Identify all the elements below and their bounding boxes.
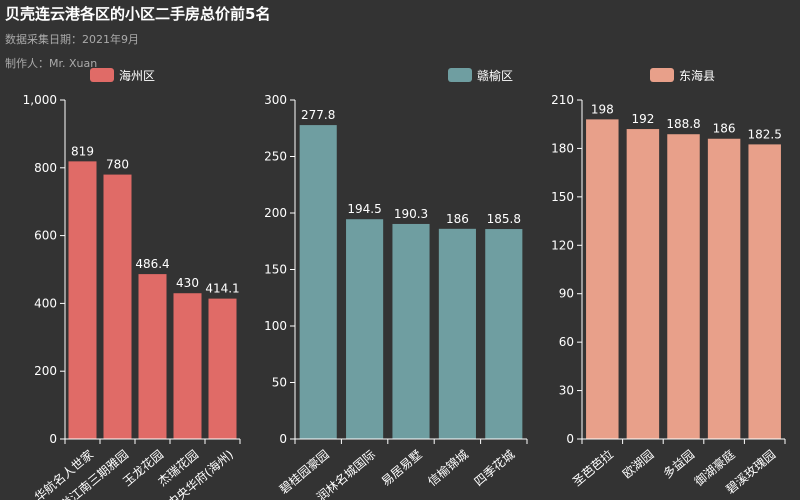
bar-0-4	[208, 298, 237, 439]
data-label-2-1: 192	[631, 112, 654, 126]
y-tick-label-2-3: 90	[559, 287, 574, 301]
y-tick-label-1-0: 0	[279, 432, 287, 446]
legend-swatch-0	[90, 68, 114, 82]
y-tick-label-0-5: 1,000	[23, 93, 57, 107]
y-tick-label-1-5: 250	[264, 150, 287, 164]
chart-subtitle: 数据采集日期：2021年9月	[5, 33, 139, 46]
bar-2-3	[707, 138, 741, 439]
data-label-1-2: 190.3	[394, 207, 428, 221]
bar-0-1	[103, 174, 132, 439]
x-tick-label-2-1: 欧湖园	[619, 447, 656, 482]
y-tick-label-2-7: 210	[551, 93, 574, 107]
bar-1-0	[299, 125, 337, 439]
data-label-1-0: 277.8	[301, 108, 335, 122]
y-tick-label-2-6: 180	[551, 141, 574, 155]
y-tick-label-1-3: 150	[264, 263, 287, 277]
data-label-2-0: 198	[591, 102, 614, 116]
data-label-1-3: 186	[446, 212, 469, 226]
data-label-0-4: 414.1	[205, 282, 239, 296]
bar-2-0	[586, 119, 619, 439]
chart-title: 贝壳连云港各区的小区二手房总价前5名	[5, 5, 271, 23]
y-tick-label-0-3: 600	[34, 229, 57, 243]
bar-2-1	[626, 129, 660, 440]
bar-1-4	[485, 229, 523, 439]
bar-0-3	[173, 293, 202, 439]
data-label-0-3: 430	[176, 276, 199, 290]
bar-1-1	[346, 219, 384, 439]
data-label-2-3: 186	[713, 122, 736, 136]
data-label-1-4: 185.8	[487, 212, 521, 226]
y-tick-label-1-4: 200	[264, 206, 287, 220]
y-tick-label-1-1: 50	[272, 376, 287, 390]
y-tick-label-2-1: 30	[559, 384, 574, 398]
x-tick-label-1-3: 信榆锦城	[425, 447, 471, 489]
chart-author: 制作人：Mr. Xuan	[5, 57, 98, 70]
y-tick-label-0-1: 200	[34, 364, 57, 378]
data-label-1-1: 194.5	[347, 202, 381, 216]
x-tick-label-2-0: 圣芭芭拉	[569, 447, 615, 489]
data-label-2-4: 182.5	[748, 127, 782, 141]
x-tick-label-2-2: 多益园	[660, 447, 697, 481]
legend-swatch-1	[448, 68, 472, 82]
x-tick-label-1-2: 易居易墅	[379, 447, 425, 489]
legend-label-0: 海州区	[119, 68, 155, 83]
bar-1-2	[392, 223, 430, 439]
y-tick-label-0-2: 400	[34, 296, 57, 310]
y-tick-label-1-6: 300	[264, 93, 287, 107]
y-tick-label-2-0: 0	[566, 432, 574, 446]
data-label-0-0: 819	[71, 144, 94, 158]
y-tick-label-2-5: 150	[551, 190, 574, 204]
y-tick-label-0-0: 0	[49, 432, 57, 446]
bar-1-3	[438, 228, 476, 439]
bar-0-2	[138, 274, 167, 439]
x-tick-label-1-4: 四季花城	[471, 447, 517, 489]
bar-2-4	[748, 144, 781, 439]
y-tick-label-2-4: 120	[551, 238, 574, 252]
data-label-0-1: 780	[106, 158, 129, 172]
legend-label-1: 赣榆区	[477, 68, 513, 83]
y-tick-label-1-2: 100	[264, 319, 287, 333]
bar-2-2	[667, 134, 700, 440]
y-tick-label-2-2: 60	[559, 335, 574, 349]
data-label-2-2: 188.8	[666, 117, 700, 131]
legend-label-2: 东海县	[679, 68, 715, 83]
y-tick-label-0-4: 800	[34, 161, 57, 175]
data-label-0-2: 486.4	[135, 257, 169, 271]
legend-swatch-2	[650, 68, 674, 82]
bar-0-0	[68, 161, 97, 439]
